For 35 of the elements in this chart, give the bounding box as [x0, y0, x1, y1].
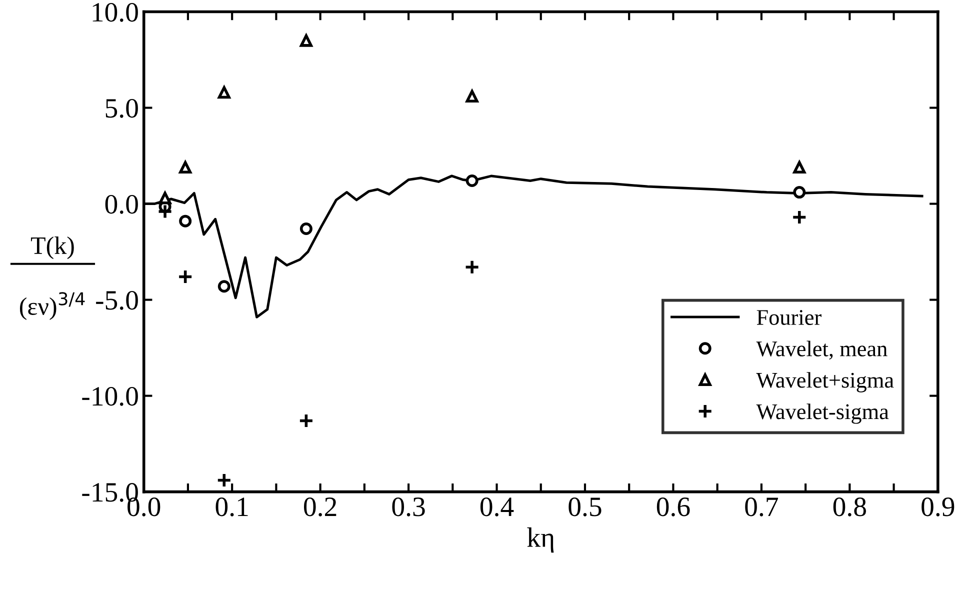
- y-tick-label: -10.0: [82, 386, 138, 406]
- x-tick-label: 0.8: [833, 497, 866, 516]
- x-tick-label: 0.4: [480, 497, 514, 516]
- point: [298, 413, 314, 428]
- y-tick-label: 10.0: [92, 2, 138, 22]
- x-tick-label: 0.3: [392, 497, 425, 516]
- x-tick-label: 0.2: [304, 497, 336, 516]
- legend-label: Fourier: [756, 310, 822, 325]
- point: [793, 186, 806, 199]
- x-tick-label: 0.1: [216, 497, 248, 516]
- point: [218, 280, 230, 293]
- point: [218, 86, 230, 99]
- legend-label: Wavelet, mean: [756, 340, 888, 360]
- x-tick-label: 0.6: [656, 497, 690, 516]
- point: [300, 222, 312, 236]
- y-tick-label: 0.0: [105, 194, 138, 214]
- point: [157, 204, 173, 220]
- x-tick-label: 0.5: [568, 497, 602, 516]
- x-tick-label: 0.7: [745, 497, 778, 516]
- x-axis-title: kη: [527, 527, 554, 553]
- point: [178, 269, 193, 284]
- text: T(k) (εν)$^{3/4}$: [20, 236, 85, 320]
- point: [179, 214, 192, 228]
- point: [464, 260, 480, 275]
- y-tick-label: -5.0: [96, 290, 138, 310]
- legend-label: Wavelet-sigma: [756, 404, 889, 424]
- point: [792, 210, 808, 225]
- point: [179, 161, 192, 174]
- point: [466, 174, 478, 188]
- point: [158, 192, 172, 204]
- point: [300, 34, 312, 47]
- y-tick-label: 5.0: [106, 98, 138, 118]
- point: [216, 472, 232, 488]
- x-tick-label: 0.9: [922, 497, 954, 516]
- legend-label: Wavelet+sigma: [756, 372, 894, 392]
